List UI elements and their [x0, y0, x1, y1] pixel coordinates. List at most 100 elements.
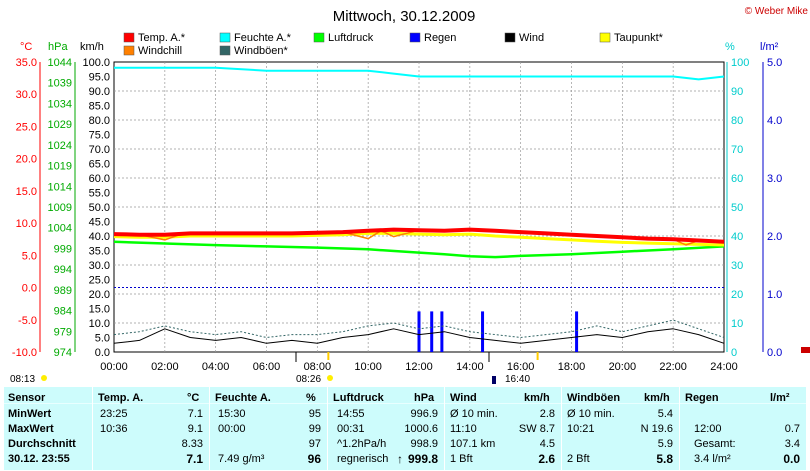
axes: 35.0 30.0 25.0 20.0 15.0 10.0 5.0 0.0 -5.0 -10.0 1… — [12, 57, 782, 373]
stats-gust-v-3: 5.8 — [656, 452, 673, 466]
hdr-wind-unit: km/h — [524, 392, 550, 404]
wind-tick-14: 30.0 — [89, 260, 110, 272]
wind-tick-15: 25.0 — [89, 275, 110, 287]
legend-label-2: Luftdruck — [328, 32, 374, 44]
temp-tick-8: -5.0 — [18, 315, 37, 327]
pressure-tick-11: 989 — [54, 285, 72, 297]
x-tick-9: 18:00 — [558, 361, 586, 373]
stats-label-1: MaxWert — [8, 423, 54, 435]
humidity-tick-0: 100 — [731, 57, 749, 69]
sunset-moon-icon — [492, 376, 496, 384]
rain-tick-1: 4.0 — [767, 115, 782, 127]
rain-tick-4: 1.0 — [767, 289, 782, 301]
stats-hum-v-0: 95 — [308, 408, 321, 420]
wind-tick-6: 70.0 — [89, 144, 110, 156]
stats-temp-t-0: 23:25 — [100, 408, 128, 420]
stats-hum-t-0: 15:30 — [218, 408, 246, 420]
temp-tick-5: 10.0 — [16, 218, 37, 230]
x-tick-11: 22:00 — [659, 361, 687, 373]
humidity-tick-8: 20 — [731, 289, 743, 301]
axis-units: °C hPa km/h % l/m² — [20, 41, 779, 53]
hdr-gust: Windböen — [567, 392, 621, 404]
stats-gust-v-2: 5.9 — [657, 438, 673, 450]
pressure-tick-0: 1044 — [48, 57, 72, 69]
legend-swatch-1 — [219, 32, 231, 43]
pressure-tick-4: 1024 — [48, 140, 72, 152]
stats-wind-a-3: 1 Bft — [450, 453, 473, 465]
pressure-tick-1: 1039 — [48, 78, 72, 90]
x-tick-12: 24:00 — [710, 361, 738, 373]
pressure-tick-6: 1014 — [48, 181, 72, 193]
unit-rain: l/m² — [760, 41, 779, 53]
pressure-tick-13: 979 — [54, 326, 72, 338]
wind-tick-5: 75.0 — [89, 130, 110, 142]
stats-pres-t-3: regnerisch — [337, 453, 389, 465]
pressure-tick-9: 999 — [54, 243, 72, 255]
stats-wind-v-0: 2.8 — [539, 408, 555, 420]
dawn-sun-icon — [41, 375, 47, 381]
stats-gust-a-1: 10:21 — [567, 423, 595, 435]
stats-rain-v-1: 0.7 — [784, 423, 800, 435]
temp-tick-1: 30.0 — [16, 89, 37, 101]
x-tick-1: 02:00 — [151, 361, 179, 373]
stats-pres-t-0: 14:55 — [337, 408, 365, 420]
x-tick-10: 20:00 — [609, 361, 637, 373]
hdr-rain: Regen — [685, 392, 719, 404]
wind-tick-2: 90.0 — [89, 86, 110, 98]
stats-hum-v-3: 96 — [307, 452, 321, 466]
stats-pres-v-2: 998.9 — [410, 438, 438, 450]
stats-wind-v-1: SW 8.7 — [518, 423, 555, 435]
hdr-wind: Wind — [450, 392, 477, 404]
wind-tick-20: 0.0 — [95, 347, 110, 359]
stats-hum-t-1: 00:00 — [218, 423, 246, 435]
humidity-tick-4: 60 — [731, 173, 743, 185]
x-tick-5: 10:00 — [354, 361, 382, 373]
series-luftdruck — [113, 240, 725, 259]
legend-label-1: Feuchte A.* — [234, 32, 292, 44]
wind-tick-16: 20.0 — [89, 289, 110, 301]
stats-rain-a-1: 12:00 — [694, 423, 722, 435]
stats-wind-a-2: 107.1 km — [450, 438, 496, 450]
x-tick-6: 12:00 — [405, 361, 433, 373]
stats-rain-v-2: 3.4 — [784, 438, 800, 450]
right-edge-marker — [801, 347, 810, 353]
weather-chart: Mittwoch, 30.12.2009 © Weber Mike Temp. … — [10, 6, 810, 385]
stats-gust-a-3: 2 Bft — [567, 453, 590, 465]
legend-swatch-0 — [123, 32, 135, 43]
humidity-tick-1: 90 — [731, 86, 743, 98]
hdr-pres: Luftdruck — [333, 392, 384, 404]
series-taupunkt — [113, 231, 725, 247]
legend-label-4: Wind — [519, 32, 544, 44]
unit-wind: km/h — [80, 41, 104, 53]
copyright-text: © Weber Mike — [745, 6, 809, 17]
hdr-gust-unit: km/h — [644, 392, 670, 404]
stats-hum-t-3: 7.49 g/m³ — [218, 453, 265, 465]
series-feuchte-a — [114, 66, 725, 81]
temp-tick-3: 20.0 — [16, 154, 37, 166]
x-tick-2: 04:00 — [202, 361, 230, 373]
wind-tick-13: 35.0 — [89, 246, 110, 258]
temp-tick-4: 15.0 — [16, 186, 37, 198]
legend-swatch-7 — [219, 45, 231, 56]
stats-gust-v-1: N 19.6 — [640, 423, 673, 435]
stats-temp-t-1: 10:36 — [100, 423, 128, 435]
legend-label-6: Windchill — [138, 45, 182, 57]
wind-tick-10: 50.0 — [89, 202, 110, 214]
hdr-hum: Feuchte A. — [215, 392, 271, 404]
wind-tick-18: 10.0 — [89, 318, 110, 330]
humidity-tick-6: 40 — [731, 231, 743, 243]
legend-label-5: Taupunkt* — [614, 32, 664, 44]
wind-tick-9: 55.0 — [89, 188, 110, 200]
stats-wind-v-3: 2.6 — [538, 452, 555, 466]
wind-tick-0: 100.0 — [82, 57, 110, 69]
hdr-pres-unit: hPa — [414, 392, 435, 404]
legend-label-7: Windböen* — [234, 45, 289, 57]
sunrise-label: 08:26 — [296, 374, 321, 385]
stats-label-2: Durchschnitt — [8, 438, 76, 450]
series-wind — [113, 328, 725, 344]
humidity-tick-2: 80 — [731, 115, 743, 127]
stats-rain-a-2: Gesamt: — [694, 438, 736, 450]
series-layer — [113, 66, 725, 352]
temp-tick-7: 0.0 — [22, 283, 37, 295]
pressure-tick-14: 974 — [54, 347, 72, 359]
